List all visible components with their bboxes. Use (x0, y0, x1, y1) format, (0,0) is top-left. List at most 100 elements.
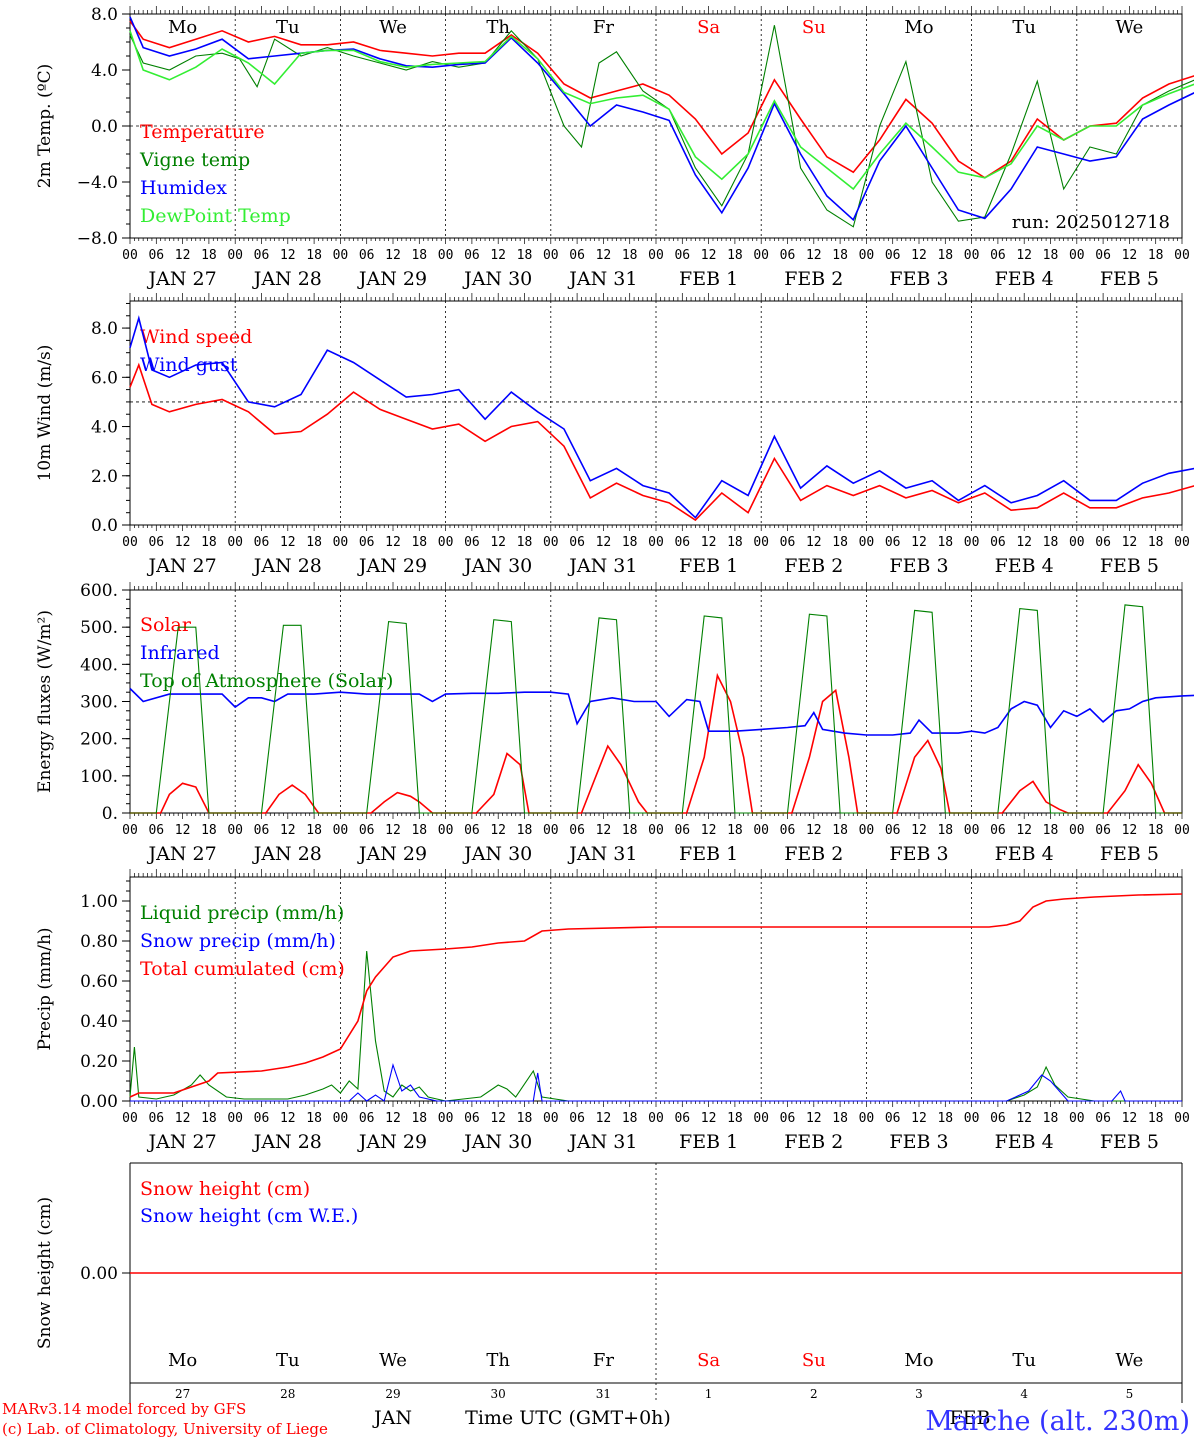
legend-entry: Humidex (140, 177, 227, 199)
date-label: JAN 29 (357, 268, 427, 290)
hour-tick-label: 06 (780, 1111, 796, 1126)
date-label: FEB 5 (1100, 555, 1159, 577)
weekday-label: Th (486, 1350, 510, 1371)
series-line-snow-precip-mm-h (130, 1063, 1182, 1102)
hour-tick-label: 18 (517, 823, 533, 838)
series-line-infrared (129, 687, 1194, 736)
hour-tick-label: 06 (1095, 535, 1111, 550)
y-tick-label: 0.0 (91, 516, 118, 536)
hour-tick-label: 18 (1148, 823, 1164, 838)
hour-tick-label: 00 (648, 823, 664, 838)
hour-tick-label: 18 (832, 248, 848, 263)
hour-tick-label: 18 (411, 535, 427, 550)
weekday-label: Tu (1012, 1350, 1036, 1371)
day-number-label: 1 (705, 1387, 713, 1401)
date-label: FEB 2 (784, 1131, 843, 1153)
y-tick-label: 400. (80, 655, 118, 675)
date-label: JAN 28 (252, 555, 322, 577)
hour-tick-label: 18 (201, 535, 217, 550)
y-tick-label: 0.20 (80, 1052, 118, 1072)
day-number-label: 30 (491, 1387, 506, 1401)
day-number-label: 27 (175, 1387, 190, 1401)
legend-entry: Snow height (cm) (140, 1178, 310, 1200)
hour-tick-label: 00 (333, 823, 349, 838)
hour-tick-label: 12 (490, 1111, 506, 1126)
y-tick-label: 8.0 (91, 319, 118, 339)
weekday-label: Tu (276, 17, 300, 38)
hour-tick-label: 18 (937, 535, 953, 550)
hour-tick-label: 18 (1043, 1111, 1059, 1126)
hour-tick-label: 00 (227, 248, 243, 263)
hour-tick-label: 00 (122, 248, 138, 263)
hour-tick-label: 18 (937, 248, 953, 263)
y-tick-label: −4.0 (77, 173, 118, 193)
legend-entry: Liquid precip (mm/h) (140, 902, 344, 924)
weekday-label: Th (486, 17, 510, 38)
hour-tick-label: 06 (464, 535, 480, 550)
hour-tick-label: 12 (1016, 535, 1032, 550)
hour-tick-label: 18 (937, 823, 953, 838)
weekday-label: Mo (168, 17, 197, 38)
hour-tick-label: 00 (1069, 535, 1085, 550)
panel-1: 00 06 12 18 JAN 27 00 06 12 18 JAN 28 00 06 12 18 JAN … (35, 5, 1194, 290)
hour-tick-label: 00 (333, 535, 349, 550)
weekday-label: We (379, 17, 407, 38)
hour-tick-label: 18 (832, 535, 848, 550)
hour-tick-label: 06 (674, 535, 690, 550)
date-label: JAN 30 (462, 555, 532, 577)
hour-tick-label: 06 (674, 823, 690, 838)
hour-tick-label: 06 (254, 823, 270, 838)
series-line-dewpoint-temp (129, 30, 1194, 191)
y-tick-label: 0.00 (80, 1092, 118, 1112)
hour-tick-label: 12 (596, 1111, 612, 1126)
y-axis-label: Snow height (cm) (35, 1197, 55, 1349)
hour-tick-label: 06 (990, 248, 1006, 263)
hour-tick-label: 00 (227, 535, 243, 550)
hour-tick-label: 12 (490, 823, 506, 838)
y-tick-label: 100. (80, 767, 118, 787)
hour-tick-label: 06 (359, 823, 375, 838)
hour-tick-label: 00 (859, 535, 875, 550)
hour-tick-label: 12 (1016, 248, 1032, 263)
date-label: FEB 2 (784, 843, 843, 865)
hour-tick-label: 12 (1122, 823, 1138, 838)
footer-model-line: MARv3.14 model forced by GFS (2, 1400, 246, 1418)
hour-tick-label: 18 (411, 823, 427, 838)
hour-tick-label: 18 (622, 823, 638, 838)
hour-tick-label: 00 (753, 248, 769, 263)
y-tick-label: 0.60 (80, 972, 118, 992)
hour-tick-label: 18 (1043, 248, 1059, 263)
hour-tick-label: 06 (359, 248, 375, 263)
hour-tick-label: 12 (806, 1111, 822, 1126)
hour-tick-label: 18 (517, 535, 533, 550)
series-line-vigne-temp (129, 25, 1194, 228)
weekday-label: Su (802, 1350, 826, 1371)
hour-tick-label: 12 (490, 535, 506, 550)
hour-tick-label: 12 (1122, 1111, 1138, 1126)
hour-tick-label: 12 (806, 248, 822, 263)
hour-tick-label: 18 (727, 248, 743, 263)
hour-tick-label: 06 (148, 535, 164, 550)
hour-tick-label: 18 (306, 535, 322, 550)
hour-tick-label: 06 (148, 248, 164, 263)
date-label: JAN 28 (252, 268, 322, 290)
y-tick-label: 4.0 (91, 418, 118, 438)
hour-tick-label: 00 (438, 823, 454, 838)
date-label: FEB 3 (889, 268, 948, 290)
hour-tick-label: 00 (859, 823, 875, 838)
hour-tick-label: 12 (1122, 535, 1138, 550)
hour-tick-label: 06 (885, 535, 901, 550)
hour-tick-label: 06 (780, 248, 796, 263)
series-line-humidex (129, 16, 1194, 222)
hour-tick-label: 00 (227, 1111, 243, 1126)
hour-tick-label: 06 (990, 535, 1006, 550)
hour-tick-label: 00 (753, 823, 769, 838)
weekday-label: Sa (697, 17, 720, 38)
y-tick-label: 200. (80, 730, 118, 750)
day-number-label: 4 (1020, 1387, 1028, 1401)
panel-2: 00 06 12 18 JAN 27 00 06 12 18 JAN 28 00 06 12 18 JAN … (35, 293, 1194, 577)
date-label: JAN 30 (462, 843, 532, 865)
hour-tick-label: 12 (911, 535, 927, 550)
hour-tick-label: 06 (780, 535, 796, 550)
date-label: JAN 30 (462, 1131, 532, 1153)
